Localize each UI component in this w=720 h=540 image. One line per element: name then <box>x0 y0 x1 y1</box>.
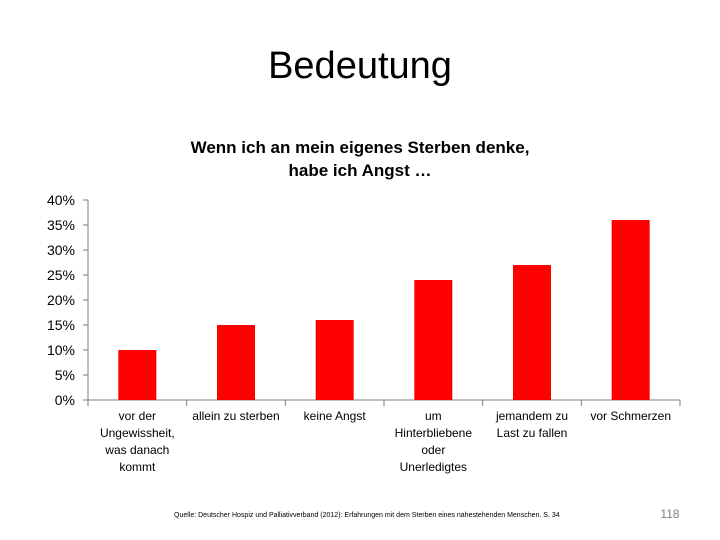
source-citation: Quelle: Deutscher Hospiz und Palliativve… <box>174 512 560 519</box>
y-tick-label: 20% <box>47 292 75 308</box>
chart-title: Wenn ich an mein eigenes Sterben denke, … <box>110 136 610 182</box>
chart-title-line-1: Wenn ich an mein eigenes Sterben denke, <box>190 138 530 157</box>
chart-title-line-2: habe ich Angst … <box>288 161 432 180</box>
x-category-label-line: kommt <box>119 460 156 474</box>
page-number: 118 <box>660 507 680 521</box>
bar <box>118 350 157 400</box>
bar <box>414 280 453 400</box>
y-tick-label: 15% <box>47 317 75 333</box>
y-tick-label: 0% <box>55 392 75 408</box>
x-category-label: vor Schmerzen <box>590 409 671 423</box>
x-category-label: um Hinterbliebene oder Unerledigtes <box>395 409 473 474</box>
x-category-label-line: Hinterbliebene <box>395 426 473 440</box>
bar <box>315 320 354 400</box>
y-tick-label: 10% <box>47 342 75 358</box>
x-category-label-line: allein zu sterben <box>192 409 279 423</box>
y-tick-label: 30% <box>47 242 75 258</box>
x-category-label-line: vor Schmerzen <box>590 409 671 423</box>
x-category-label-line: jemandem zu <box>495 409 568 423</box>
bar <box>513 265 551 400</box>
y-tick-label: 35% <box>47 217 75 233</box>
x-category-label-line: was danach <box>104 443 169 457</box>
x-category-label-line: Ungewissheit, <box>100 426 175 440</box>
x-category-label: keine Angst <box>304 409 367 423</box>
x-category-label-line: Unerledigtes <box>400 460 467 474</box>
bar <box>611 220 650 400</box>
x-category-label: allein zu sterben <box>192 409 279 423</box>
y-tick-label: 40% <box>47 192 75 208</box>
x-category-label-line: vor der <box>119 409 156 423</box>
x-category-label: vor der Ungewissheit, was danach kommt <box>100 409 175 474</box>
slide-title: Bedeutung <box>268 45 452 87</box>
x-category-label-line: Last zu fallen <box>497 426 568 440</box>
x-category-label: jemandem zu Last zu fallen <box>495 409 568 440</box>
x-category-label-line: oder <box>421 443 445 457</box>
x-category-label-line: um <box>425 409 442 423</box>
bar <box>217 325 255 400</box>
x-category-label-line: keine Angst <box>304 409 367 423</box>
y-tick-label: 25% <box>47 267 75 283</box>
y-tick-label: 5% <box>55 367 75 383</box>
